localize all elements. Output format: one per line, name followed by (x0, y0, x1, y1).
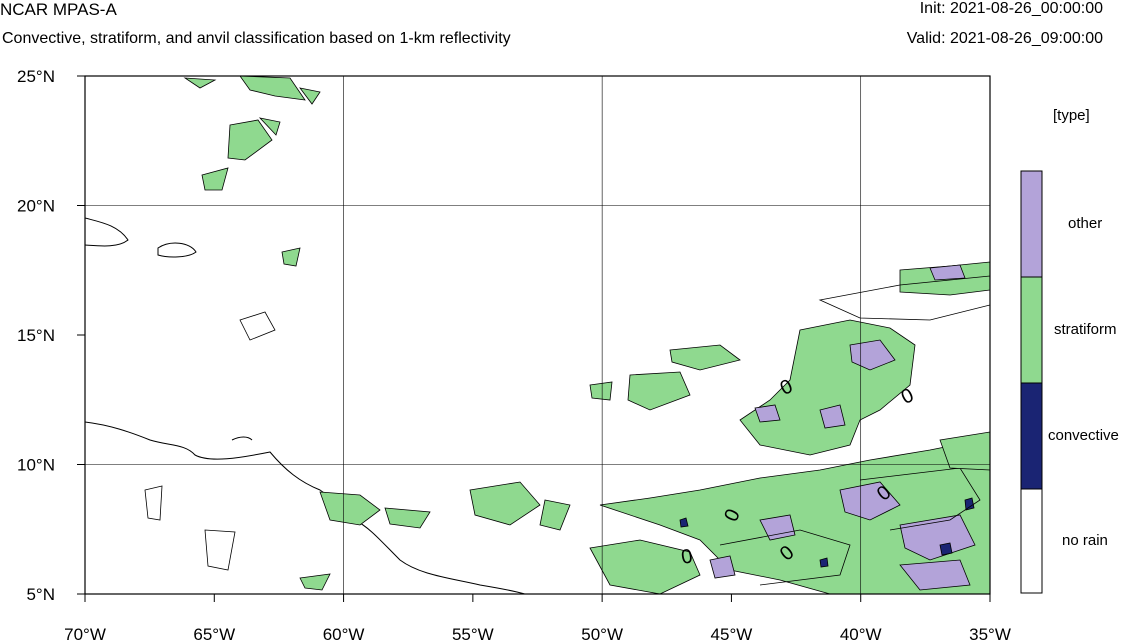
map-field: 0 0 0 0 0 0 (85, 76, 990, 594)
x-tick-label: 55°W (452, 625, 494, 641)
x-tick-label: 60°W (323, 625, 365, 641)
legend-swatch-no-rain (1020, 488, 1043, 594)
y-tick-label: 20°N (17, 197, 55, 216)
coastline (231, 436, 253, 441)
legend-label-stratiform: stratiform (1054, 321, 1117, 338)
precip-patches-nw (144, 76, 331, 591)
legend-label-other: other (1068, 215, 1103, 232)
x-tick-label: 40°W (840, 625, 882, 641)
x-tick-label: 45°W (711, 625, 753, 641)
coastline (157, 242, 197, 258)
precip-band-south (319, 481, 701, 594)
legend-label-no-rain: no rain (1062, 532, 1108, 549)
y-tick-label: 15°N (17, 326, 55, 345)
y-tick-label: 25°N (17, 67, 55, 86)
valid-time: Valid: 2021-08-26_09:00:00 (906, 30, 1103, 47)
y-tick-label: 5°N (26, 585, 55, 604)
legend-swatch-convective (1020, 382, 1043, 490)
legend-swatch-stratiform (1020, 276, 1043, 384)
x-tick-label: 65°W (193, 625, 235, 641)
precip-complex-east (589, 261, 990, 471)
x-tick-label: 35°W (969, 625, 1011, 641)
init-time: Init: 2021-08-26_00:00:00 (919, 0, 1103, 17)
legend-label-convective: convective (1048, 427, 1119, 444)
axis-ticks: 70°W 65°W 60°W 55°W 50°W 45°W 40°W 35°W 25°N 20°N… (17, 67, 1011, 641)
legend-colorbar (1020, 170, 1043, 594)
precip-complex-se (599, 437, 990, 594)
coastline (85, 217, 129, 247)
y-tick-label: 10°N (17, 456, 55, 475)
x-tick-label: 50°W (581, 625, 623, 641)
legend-swatch-other (1020, 170, 1043, 278)
coastline (85, 421, 527, 594)
x-tick-label: 70°W (64, 625, 106, 641)
lat-lon-grid (85, 76, 990, 594)
chart-title: NCAR MPAS-A (0, 0, 117, 19)
legend-title: [type] (1053, 107, 1090, 124)
contour-label: 0 (680, 545, 695, 569)
contour-label: 0 (898, 384, 917, 409)
chart-subtitle: Convective, stratiform, and anvil classi… (2, 30, 511, 47)
